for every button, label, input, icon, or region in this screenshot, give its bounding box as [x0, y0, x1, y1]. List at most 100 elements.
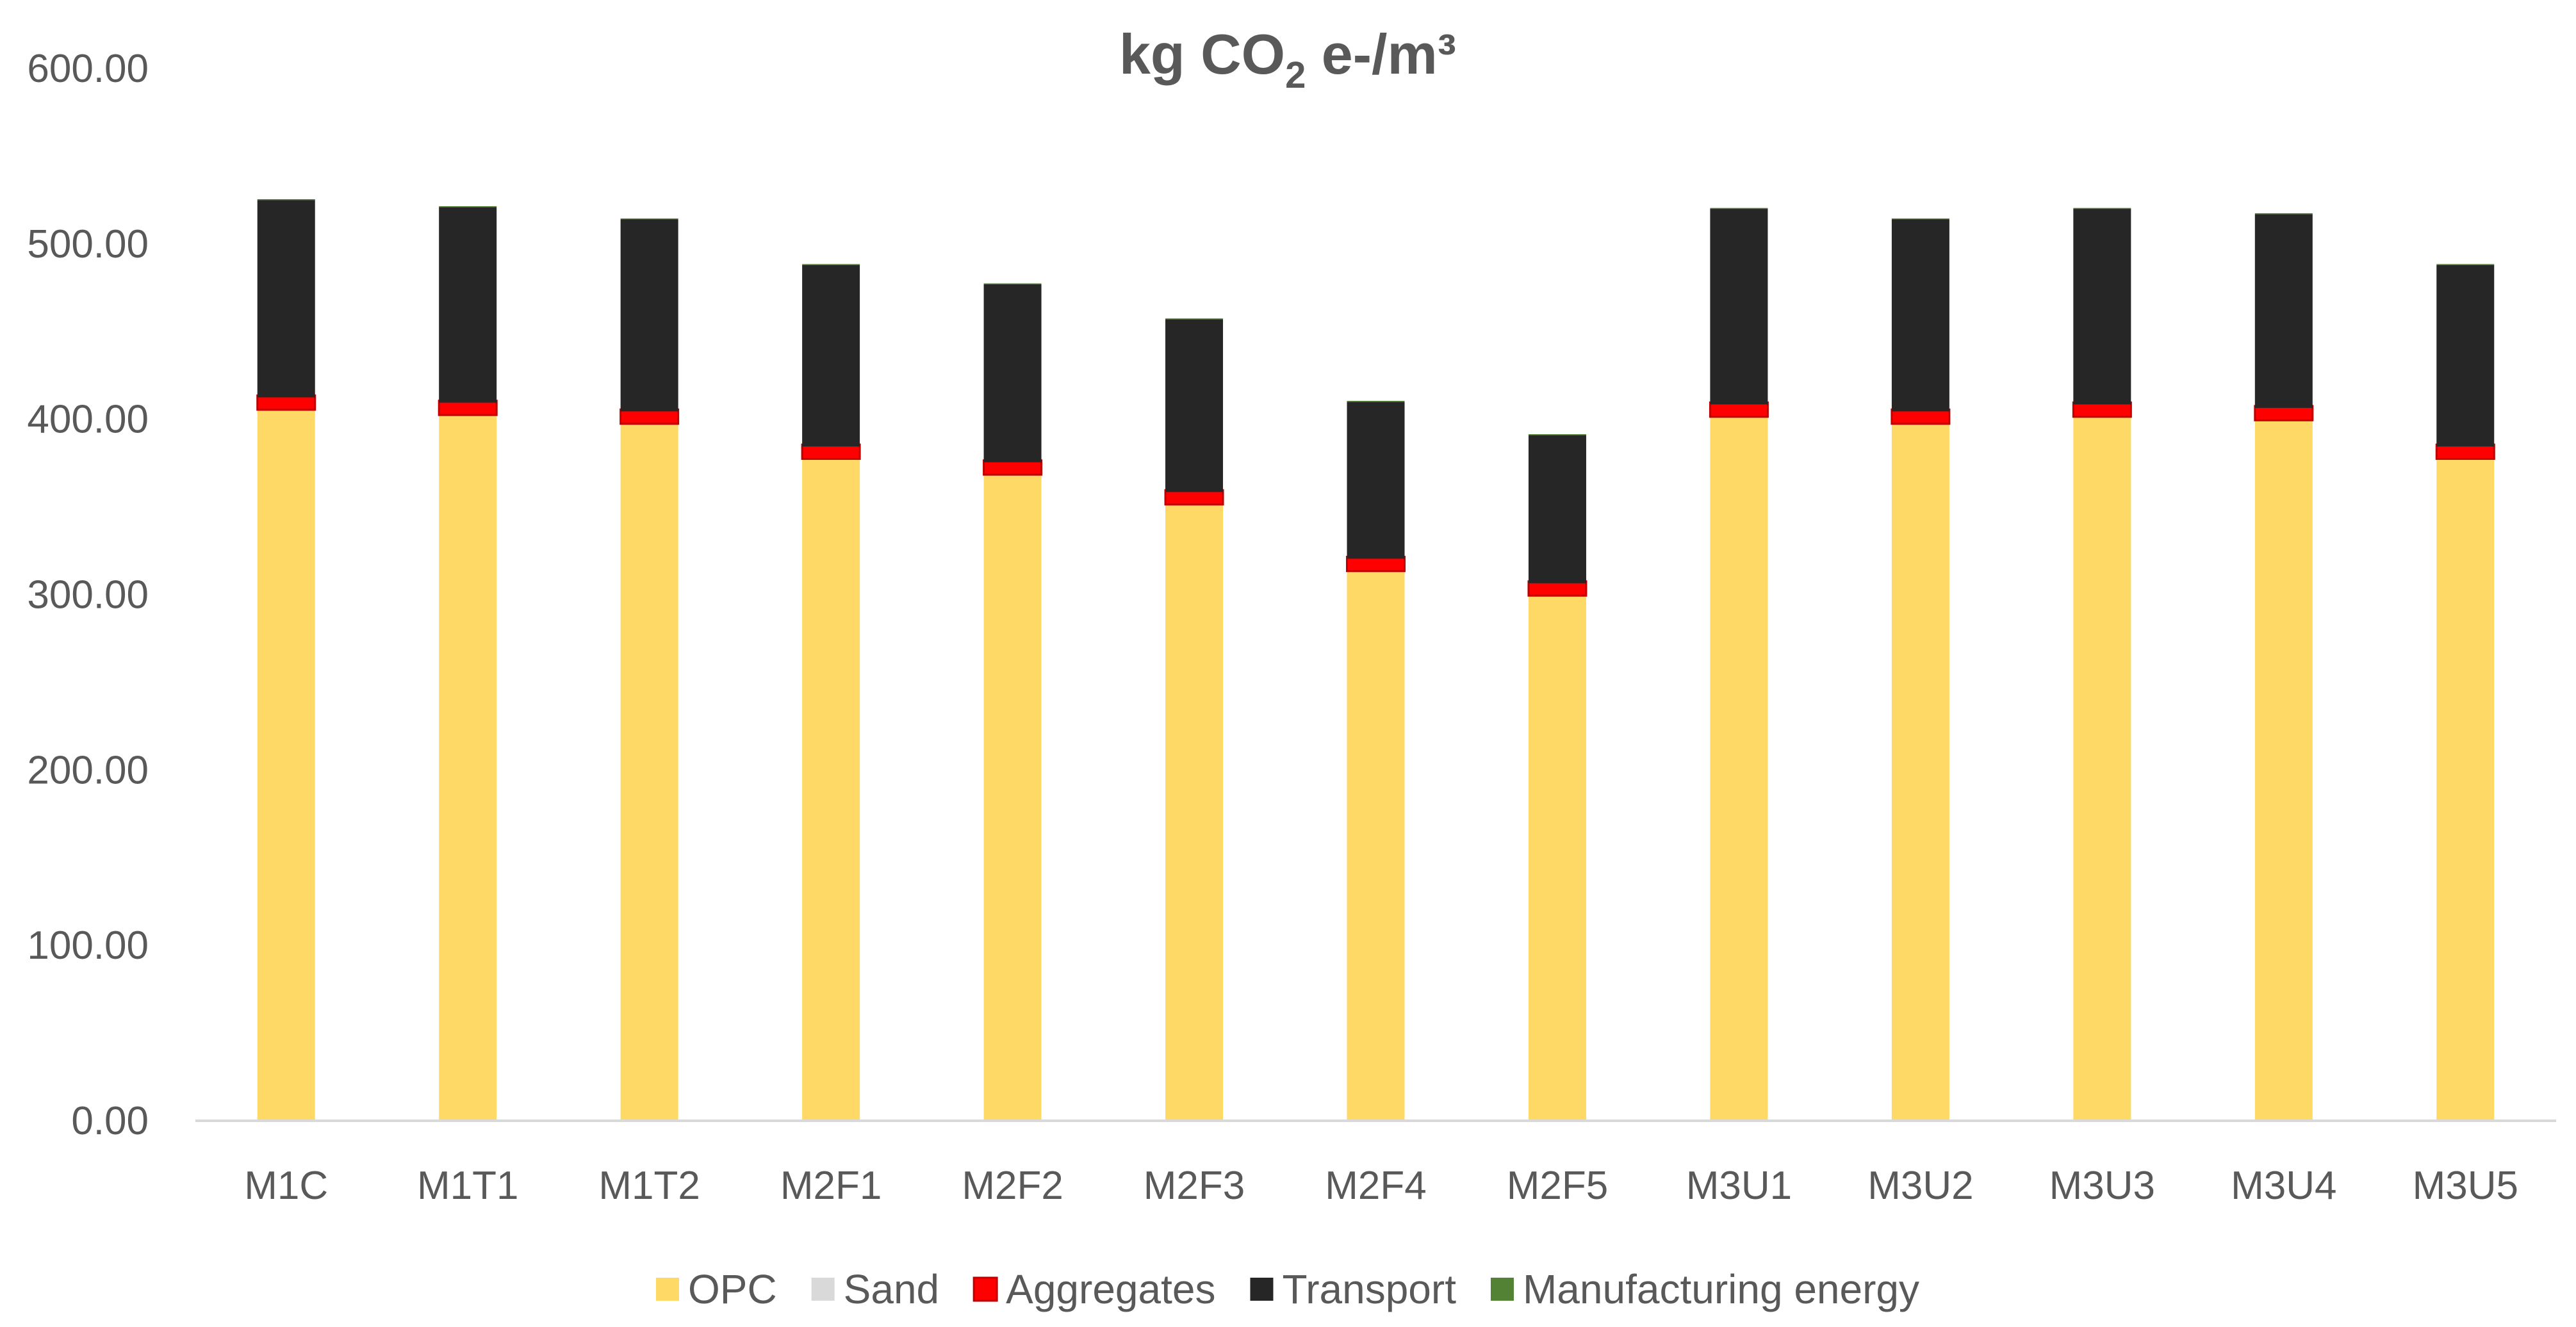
x-tick-label: M2F4 [1325, 1164, 1426, 1208]
bar-manufacturing-energy-m3u1 [1710, 208, 1768, 209]
bar-manufacturing-energy-m3u3 [2073, 208, 2131, 209]
chart-title: kg CO2 e-/m³ [1119, 22, 1456, 96]
x-tick-label: M3U3 [2049, 1164, 2155, 1208]
y-tick-label: 100.00 [27, 924, 149, 968]
x-tick-label: M2F2 [962, 1164, 1063, 1208]
bar-stack-m2f3 [1164, 318, 1224, 1121]
legend-label: Sand [844, 1266, 939, 1312]
bar-manufacturing-energy-m3u5 [2436, 264, 2495, 265]
legend-item-sand: Sand [811, 1266, 939, 1312]
bar-stack-m2f5 [1527, 434, 1587, 1121]
bar-aggregates-m2f4 [1346, 555, 1406, 573]
bar-opc-m1t2 [620, 423, 678, 1121]
bar-transport-m3u1 [1710, 209, 1768, 405]
bar-transport-m2f2 [983, 284, 1042, 462]
bar-manufacturing-energy-m1c [257, 199, 315, 200]
legend-item-manufacturing-energy: Manufacturing energy [1490, 1266, 1919, 1312]
bar-transport-m1c [257, 200, 315, 398]
bar-opc-m3u5 [2436, 457, 2495, 1121]
bar-manufacturing-energy-m1t1 [439, 206, 497, 208]
bar-opc-m2f5 [1528, 594, 1586, 1121]
y-axis: 0.00 100.00 200.00 300.00 400.00 500.00 600.00 [27, 47, 149, 1143]
x-tick-label: M2F3 [1144, 1164, 1245, 1208]
bar-aggregates-m1c [256, 394, 316, 411]
bar-manufacturing-energy-m2f1 [802, 264, 860, 265]
bar-aggregates-m3u2 [1891, 408, 1951, 425]
legend-swatch [1250, 1278, 1274, 1301]
bar-stack-m3u5 [2435, 264, 2495, 1121]
bar-aggregates-m2f1 [801, 443, 861, 460]
bar-stack-m1t1 [438, 206, 498, 1121]
bar-stack-m2f4 [1346, 400, 1406, 1121]
bar-aggregates-m3u4 [2254, 405, 2314, 421]
x-tick-label: M1C [244, 1164, 328, 1208]
bar-transport-m1t1 [439, 207, 497, 403]
bar-opc-m1c [257, 409, 315, 1121]
bar-aggregates-m1t1 [438, 400, 498, 416]
bar-transport-m3u5 [2436, 265, 2495, 447]
bar-opc-m3u3 [2073, 416, 2131, 1121]
x-tick-label: M2F1 [780, 1164, 882, 1208]
bar-opc-m3u2 [1891, 423, 1949, 1121]
bar-manufacturing-energy-m2f2 [983, 283, 1042, 284]
legend-swatch [1490, 1278, 1514, 1301]
legend-label: Manufacturing energy [1523, 1266, 1919, 1312]
y-tick-label: 0.00 [71, 1099, 149, 1143]
x-axis: M1C M1T1 M1T2 M2F1 M2F2 M2F3 M2F4 M2F5 M3U1 M3U2 M… [195, 1119, 2556, 1208]
x-tick-label: M3U4 [2231, 1164, 2336, 1208]
bar-stack-m3u1 [1709, 208, 1769, 1121]
bar-manufacturing-energy-m3u2 [1891, 218, 1949, 220]
legend: OPC Sand Aggregates Transport Manufacturing … [655, 1266, 1919, 1312]
legend-label: Transport [1282, 1266, 1456, 1312]
bar-transport-m2f4 [1347, 402, 1405, 559]
x-tick-label: M3U2 [1867, 1164, 1973, 1208]
bar-transport-m1t2 [620, 219, 678, 412]
bar-stack-m2f1 [801, 264, 861, 1121]
bar-transport-m2f1 [802, 265, 860, 447]
legend-swatch [655, 1278, 679, 1301]
x-tick-label: M1T2 [598, 1164, 700, 1208]
bar-aggregates-m2f2 [983, 459, 1043, 476]
bar-aggregates-m1t2 [619, 408, 680, 425]
bar-opc-m2f4 [1347, 570, 1405, 1121]
bar-opc-m2f1 [802, 457, 860, 1121]
bar-stack-m1c [256, 199, 316, 1121]
bar-aggregates-m3u3 [2072, 401, 2132, 418]
bar-transport-m3u3 [2073, 209, 2131, 405]
bar-stack-m3u4 [2254, 213, 2314, 1121]
bar-stack-m2f2 [983, 283, 1043, 1121]
legend-item-opc: OPC [655, 1266, 777, 1312]
x-tick-label: M2F5 [1507, 1164, 1608, 1208]
bar-transport-m3u2 [1891, 219, 1949, 412]
legend-item-transport: Transport [1250, 1266, 1456, 1312]
x-tick-label: M3U5 [2413, 1164, 2518, 1208]
legend-swatch [972, 1276, 998, 1302]
bar-manufacturing-energy-m2f5 [1528, 434, 1586, 436]
chart-title-main: kg CO [1119, 22, 1285, 86]
bar-stack-group [256, 199, 2495, 1121]
legend-label: Aggregates [1006, 1266, 1215, 1312]
bar-manufacturing-energy-m2f3 [1165, 318, 1224, 320]
bar-opc-m1t1 [439, 414, 497, 1121]
bar-aggregates-m2f5 [1527, 580, 1587, 597]
bar-opc-m2f2 [983, 473, 1042, 1121]
legend-item-aggregates: Aggregates [972, 1266, 1215, 1312]
y-tick-label: 200.00 [27, 748, 149, 792]
bar-transport-m2f3 [1165, 319, 1224, 493]
bar-manufacturing-energy-m1t2 [620, 218, 678, 220]
bar-manufacturing-energy-m2f4 [1347, 400, 1405, 402]
bar-stack-m3u3 [2072, 208, 2132, 1121]
y-tick-label: 500.00 [27, 222, 149, 266]
y-tick-label: 400.00 [27, 398, 149, 442]
x-tick-label: M3U1 [1686, 1164, 1792, 1208]
chart-title-rest: e-/m³ [1306, 22, 1456, 86]
y-tick-label: 600.00 [27, 47, 149, 91]
bar-opc-m3u1 [1710, 416, 1768, 1121]
y-tick-label: 300.00 [27, 573, 149, 617]
bar-aggregates-m2f3 [1164, 489, 1224, 506]
bar-manufacturing-energy-m3u4 [2254, 213, 2313, 215]
chart-title-subscript: 2 [1285, 54, 1306, 96]
bar-transport-m3u4 [2254, 214, 2313, 408]
bar-transport-m2f5 [1528, 435, 1586, 583]
